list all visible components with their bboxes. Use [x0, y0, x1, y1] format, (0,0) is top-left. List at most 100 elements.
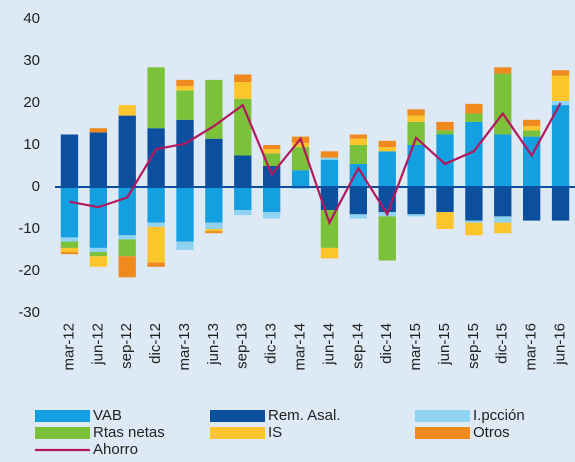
x-tick-label: dic-14 — [378, 323, 395, 364]
bar-segment — [407, 121, 425, 145]
bar-segment — [349, 187, 367, 215]
bar-segment — [89, 256, 107, 267]
bar-segment — [523, 130, 541, 137]
legend-swatch — [35, 427, 90, 439]
bar-segment — [407, 145, 425, 187]
bar-segment — [89, 252, 107, 257]
bar-segment — [523, 119, 541, 127]
bar-segment — [118, 235, 136, 240]
y-tick-label: 10 — [23, 136, 40, 153]
bar-segment — [551, 105, 570, 187]
bar-segment — [118, 256, 136, 278]
bar-segment — [291, 170, 310, 187]
line-series — [69, 102, 562, 226]
x-tick-label: sep-13 — [234, 323, 251, 369]
bar-segment — [436, 187, 454, 213]
bar-segment — [176, 241, 194, 250]
y-tick-label: 40 — [23, 10, 40, 27]
bar-segment — [551, 75, 570, 101]
x-tick-label: sep-14 — [349, 323, 366, 369]
bar-segment — [320, 159, 339, 187]
bar-segment — [89, 132, 107, 187]
bar-segment — [89, 187, 107, 248]
bar-segment — [349, 134, 367, 139]
legend-label: Rem. Asal. — [268, 407, 341, 424]
bar-segment — [234, 187, 252, 211]
bar-segment — [176, 86, 194, 91]
bar-segment — [523, 126, 541, 131]
legend-label: I.pcción — [473, 407, 525, 424]
bar-segment — [378, 140, 396, 148]
legend-swatch — [210, 427, 265, 439]
bar-segment — [176, 90, 194, 120]
x-tick-label: mar-15 — [407, 323, 424, 371]
legend-swatch — [210, 410, 265, 422]
bar-segment — [320, 187, 339, 211]
bar-segment — [118, 105, 136, 116]
bar-segment — [494, 73, 512, 135]
bar-segment — [147, 187, 165, 223]
legend-label: Rtas netas — [93, 424, 165, 441]
y-tick-label: 0 — [32, 178, 40, 195]
x-tick-label: dic-12 — [147, 323, 164, 364]
bar-segment — [465, 187, 483, 221]
bar-segment — [60, 252, 79, 255]
x-tick-label: jun-14 — [320, 323, 337, 366]
bar-segment — [320, 157, 339, 160]
bar-segment — [407, 109, 425, 116]
y-tick-label: -10 — [18, 220, 40, 237]
bar-segment — [147, 226, 165, 263]
bar-segment — [523, 187, 541, 221]
bar-segment — [60, 237, 79, 242]
bar-segment — [205, 187, 223, 223]
bar-segment — [436, 134, 454, 187]
bar-segment — [407, 187, 425, 215]
bar-segment — [465, 121, 483, 187]
bar-segment — [407, 214, 425, 217]
y-tick-label: 30 — [23, 52, 40, 69]
legend-label: VAB — [93, 407, 122, 424]
bar-segment — [89, 128, 107, 133]
bar-segment — [465, 222, 483, 236]
bar-segment — [465, 103, 483, 114]
x-tick-label: jun-16 — [552, 323, 569, 366]
bar-segment — [263, 187, 281, 213]
x-tick-label: sep-15 — [465, 323, 482, 369]
bar-segment — [147, 262, 165, 267]
bar-segment — [234, 82, 252, 99]
x-tick-label: dic-15 — [494, 323, 511, 364]
y-tick-label: -20 — [18, 262, 40, 279]
legend-label: Otros — [473, 424, 510, 441]
y-tick-label: -30 — [18, 304, 40, 321]
bar-segment — [147, 128, 165, 187]
bar-segment — [205, 222, 223, 229]
bar-segment — [263, 166, 281, 187]
bar-segment — [320, 247, 339, 259]
bar-segment — [205, 229, 223, 232]
bar-segment — [176, 119, 194, 187]
bar-segment — [234, 210, 252, 216]
y-tick-label: 20 — [23, 94, 40, 111]
bar-segment — [494, 222, 512, 234]
bar-segment — [378, 216, 396, 261]
bar-segment — [147, 67, 165, 129]
bar-segment — [234, 74, 252, 82]
bar-segment — [60, 247, 79, 253]
legend-label: IS — [268, 424, 282, 441]
bar-segment — [465, 113, 483, 122]
bar-segment — [263, 149, 281, 154]
bar-segment — [291, 187, 310, 190]
x-tick-label: sep-12 — [118, 323, 135, 369]
legend-swatch — [415, 427, 470, 439]
bar-segment — [436, 130, 454, 135]
x-tick-label: jun-15 — [436, 323, 453, 366]
bar-segment — [551, 70, 570, 76]
bar-segment — [349, 163, 367, 187]
x-tick-label: dic-13 — [263, 323, 280, 364]
bar-segment — [234, 155, 252, 187]
bar-segment — [407, 115, 425, 122]
legend-label: Ahorro — [93, 441, 138, 458]
bar-segment — [205, 231, 223, 234]
legend-swatch — [415, 410, 470, 422]
